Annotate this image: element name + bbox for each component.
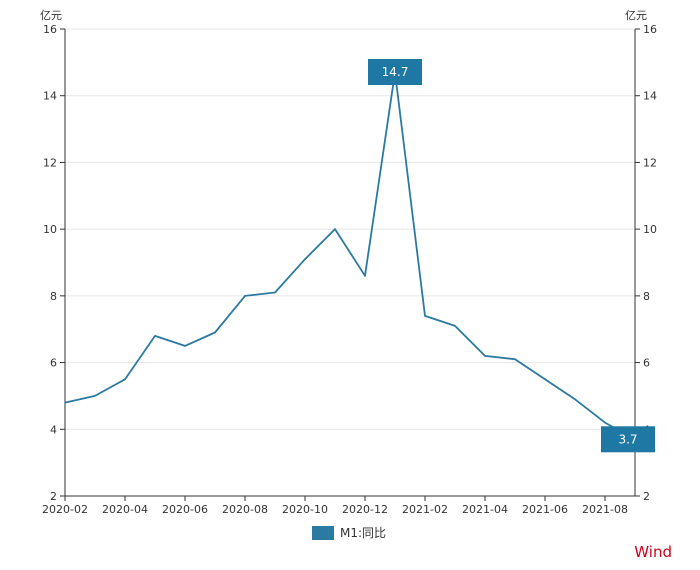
right-axis-tick-label: 16 [643, 23, 657, 36]
right-axis-tick-label: 8 [643, 290, 650, 303]
value-callout-box [601, 426, 655, 453]
left-axis-tick-label: 12 [43, 156, 57, 169]
data-point [424, 315, 426, 317]
left-axis-tick-label: 16 [43, 23, 57, 36]
x-axis-tick-label: 2020-02 [42, 503, 88, 516]
right-axis-tick-label: 12 [643, 156, 657, 169]
right-axis-tick-label: 6 [643, 357, 650, 370]
axes [60, 28, 640, 501]
left-axis-tick-label: 14 [43, 90, 57, 103]
x-axis-tick-label: 2020-12 [342, 503, 388, 516]
right-axis-tick-label: 10 [643, 223, 657, 236]
data-point [484, 355, 486, 357]
data-point [514, 358, 516, 361]
right-axis-tick-label: 14 [643, 90, 657, 103]
wind-logo: Wind [634, 543, 672, 561]
x-axis-tick-label: 2021-02 [402, 503, 448, 516]
value-callout-box [368, 59, 422, 85]
left-axis-tick-label: 6 [50, 357, 57, 370]
data-point [94, 395, 96, 397]
data-point [604, 421, 606, 424]
left-axis-tick-label: 8 [50, 290, 57, 303]
data-point [454, 325, 456, 327]
legend-swatch [312, 525, 334, 540]
right-axis-unit: 亿元 [625, 9, 647, 22]
left-axis-tick-label: 2 [50, 490, 57, 503]
left-axis-unit: 亿元 [40, 9, 62, 22]
x-axis-tick-label: 2020-08 [222, 503, 268, 516]
data-point [64, 401, 66, 404]
annotations: 14.7 3.7 [368, 59, 655, 453]
legend: M1:同比 [312, 524, 386, 541]
series-layer [64, 71, 636, 441]
x-axis-tick-label: 2020-04 [102, 503, 148, 516]
data-point [184, 345, 186, 347]
legend-label: M1:同比 [340, 526, 387, 540]
data-point [274, 291, 276, 294]
left-axis-tick-label: 10 [43, 223, 57, 236]
value-callout-label: 14.7 [382, 65, 409, 79]
x-axis-tick-label: 2021-08 [582, 503, 628, 516]
data-point [244, 295, 246, 297]
data-point [124, 378, 126, 381]
series-line [64, 71, 636, 441]
x-axis-tick-label: 2020-06 [162, 503, 208, 516]
data-point [334, 228, 336, 230]
grid-lines [65, 28, 635, 430]
x-axis-tick-label: 2021-04 [462, 503, 508, 516]
data-point [574, 398, 576, 401]
x-axis-tick-label: 2020-10 [282, 503, 328, 516]
data-point [304, 258, 306, 260]
value-callout-label: 3.7 [618, 432, 637, 446]
data-point [214, 331, 216, 334]
data-point [364, 275, 366, 277]
left-axis-tick-label: 4 [50, 423, 57, 436]
x-axis-tick-label: 2021-06 [522, 503, 568, 516]
data-point [544, 378, 546, 381]
tick-labels: 2244668810101212141416162020-022020-0420… [42, 23, 657, 516]
data-point [154, 335, 156, 337]
right-axis-tick-label: 2 [643, 490, 650, 503]
